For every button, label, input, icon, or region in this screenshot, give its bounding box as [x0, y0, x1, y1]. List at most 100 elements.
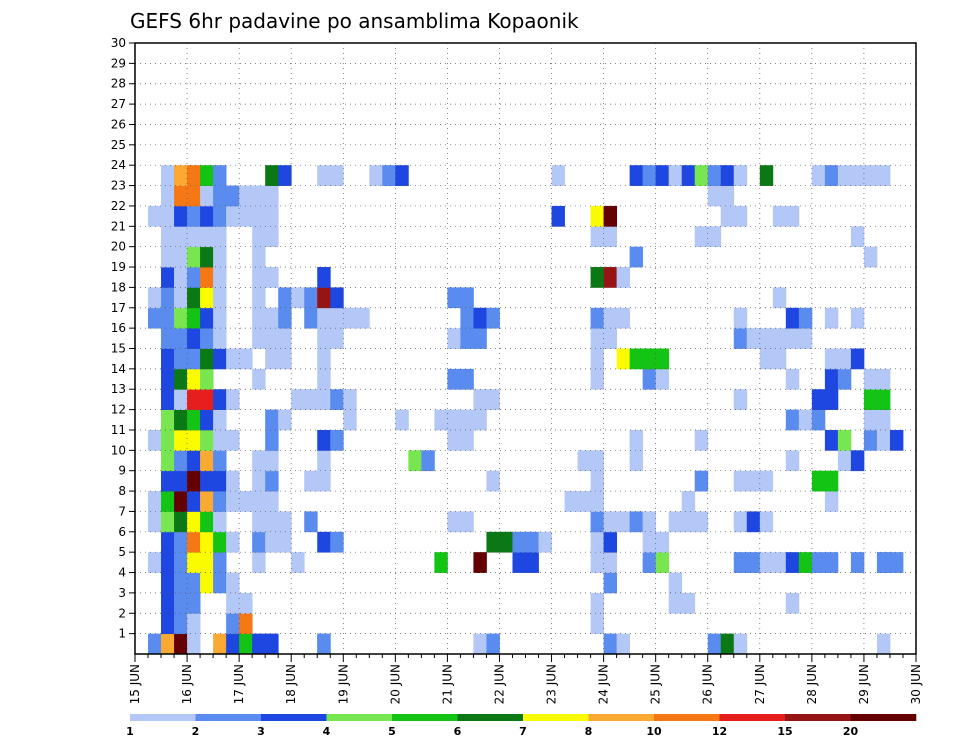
heatmap-cell: [317, 633, 331, 655]
heatmap-cell: [187, 592, 201, 614]
heatmap-cell: [330, 389, 344, 410]
heatmap-cell: [759, 348, 774, 370]
heatmap-cell: [265, 185, 279, 207]
heatmap-cell: [200, 389, 214, 410]
heatmap-cell: [746, 328, 761, 349]
heatmap-cell: [278, 307, 292, 329]
heatmap-cell: [772, 348, 787, 370]
heatmap-cell: [226, 470, 240, 492]
y-tick-label: 25: [111, 138, 126, 152]
y-tick-label: 26: [111, 117, 126, 131]
y-tick-label: 1: [118, 627, 126, 641]
heatmap-cell: [590, 450, 604, 472]
y-tick-label: 3: [118, 586, 126, 600]
heatmap-cell: [148, 205, 162, 227]
heatmap-cell: [200, 491, 214, 512]
heatmap-cell: [213, 470, 227, 492]
heatmap-cell: [811, 165, 826, 186]
heatmap-cell: [330, 287, 344, 309]
heatmap-cell: [655, 165, 670, 186]
heatmap-cell: [863, 409, 878, 431]
heatmap-cell: [174, 389, 188, 410]
colorbar-label: 20: [843, 725, 859, 738]
heatmap-cell: [824, 491, 839, 512]
heatmap-cell: [603, 531, 618, 553]
grid-lines: [135, 43, 916, 654]
heatmap-cell: [200, 429, 214, 451]
heatmap-cell: [317, 531, 331, 553]
colorbar-segment: [392, 714, 458, 721]
colorbar-label: 12: [712, 725, 727, 738]
heatmap-cell: [213, 205, 227, 227]
heatmap-cell: [330, 307, 344, 329]
heatmap-cell: [564, 491, 578, 512]
heatmap-cell: [785, 552, 800, 573]
heatmap-cell: [213, 552, 227, 573]
colorbar-segment: [130, 714, 196, 721]
heatmap-cell: [148, 633, 162, 655]
heatmap-cell: [226, 348, 240, 370]
heatmap-cell: [239, 613, 253, 635]
heatmap-cell: [174, 165, 188, 186]
heatmap-cell: [330, 531, 344, 553]
heatmap-cell: [226, 185, 240, 207]
heatmap-cell: [278, 287, 292, 309]
y-tick-label: 13: [111, 382, 126, 396]
y-tick-label: 30: [111, 36, 126, 50]
heatmap-cell: [486, 307, 500, 329]
heatmap-cell: [590, 470, 604, 492]
heatmap-cell: [200, 267, 214, 288]
heatmap-cell: [824, 348, 839, 370]
y-tick-label: 23: [111, 179, 126, 193]
heatmap-cell: [785, 328, 800, 349]
heatmap-cell: [473, 552, 487, 573]
heatmap-cell: [252, 287, 266, 309]
heatmap-cell: [187, 328, 201, 349]
heatmap-cell: [460, 287, 474, 309]
heatmap-cell: [252, 226, 266, 248]
y-tick-label: 7: [118, 504, 126, 518]
heatmap-cell: [642, 552, 657, 573]
heatmap-cell: [668, 165, 683, 186]
heatmap-cell: [213, 348, 227, 370]
heatmap-cell: [759, 328, 774, 349]
colorbar-label: 8: [585, 725, 593, 738]
heatmap-cell: [174, 552, 188, 573]
heatmap-cell: [499, 531, 513, 553]
heatmap-cell: [265, 491, 279, 512]
heatmap-cell: [590, 531, 604, 553]
heatmap-cell: [317, 389, 331, 410]
heatmap-cell: [265, 226, 279, 248]
heatmap-cell: [772, 205, 787, 227]
heatmap-cell: [889, 429, 904, 451]
heatmap-cell: [161, 491, 175, 512]
x-tick-label: 17 JUN: [232, 664, 246, 704]
heatmap-cell: [148, 491, 162, 512]
heatmap-cell: [590, 511, 604, 533]
heatmap-cell: [239, 491, 253, 512]
heatmap-cell: [460, 511, 474, 533]
heatmap-cell: [473, 307, 487, 329]
y-tick-label: 17: [111, 301, 126, 315]
y-tick-label: 15: [111, 342, 126, 356]
heatmap-cell: [720, 633, 735, 655]
colorbar-label: 7: [519, 725, 527, 738]
heatmap-cell: [759, 165, 774, 186]
heatmap-cell: [330, 429, 344, 451]
x-tick-label: 20 JUN: [388, 664, 402, 704]
heatmap-cell: [785, 307, 800, 329]
heatmap-cell: [291, 287, 305, 309]
heatmap-cell: [213, 246, 227, 268]
heatmap-cell: [252, 267, 266, 288]
heatmap-cell: [811, 389, 826, 410]
heatmap-cell: [590, 552, 604, 573]
heatmap-cell: [200, 552, 214, 573]
heatmap-cell: [798, 328, 813, 349]
heatmap-cell: [434, 552, 448, 573]
heatmap-cell: [460, 368, 474, 390]
heatmap-cell: [265, 511, 279, 533]
heatmap-cell: [200, 348, 214, 370]
y-tick-label: 16: [111, 321, 126, 335]
heatmap-cell: [174, 287, 188, 309]
heatmap-cell: [200, 470, 214, 492]
